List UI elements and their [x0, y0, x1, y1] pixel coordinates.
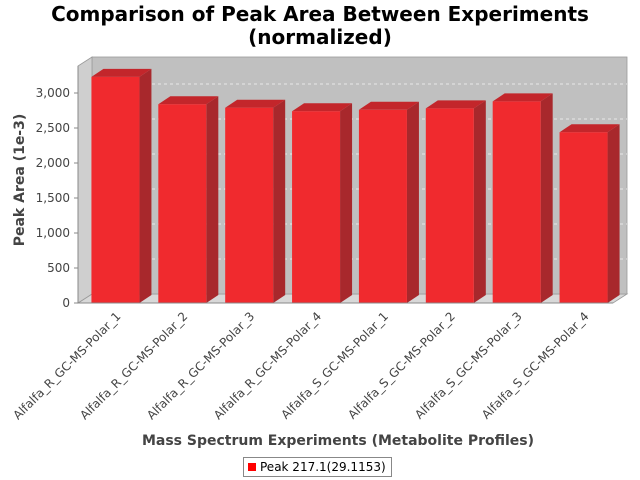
bar-front [91, 76, 140, 304]
x-tick-label: Alfalfa_R_GC-MS-Polar_3 [144, 309, 257, 422]
bar [358, 101, 419, 303]
bar-front [158, 104, 207, 303]
bar [158, 96, 219, 303]
plot-side-wall [77, 56, 93, 304]
x-tick-label: Alfalfa_S_GC-MS-Polar_3 [412, 309, 525, 422]
bar-top [225, 99, 286, 108]
bar-side [607, 124, 620, 303]
bar-front [358, 109, 407, 303]
chart-title-line1: Comparison of Peak Area Between Experime… [51, 2, 589, 26]
bar [225, 99, 286, 303]
x-tick-label: Alfalfa_R_GC-MS-Polar_2 [77, 309, 190, 422]
bar-side [139, 68, 152, 304]
bar [492, 93, 553, 304]
legend-label: Peak 217.1(29.1153) [260, 460, 386, 474]
bar-top [559, 124, 620, 133]
bar-top [358, 101, 419, 110]
bar-front [425, 108, 474, 304]
bar-side [540, 93, 553, 304]
bars [91, 68, 620, 304]
bar-side [340, 103, 353, 303]
bar-front [292, 111, 341, 303]
x-axis-label: Mass Spectrum Experiments (Metabolite Pr… [142, 433, 534, 449]
legend: Peak 217.1(29.1153) [243, 457, 392, 477]
bar-top [425, 100, 486, 109]
legend-swatch [248, 463, 256, 471]
bar-top [292, 103, 353, 112]
chart-title-line2: (normalized) [248, 25, 392, 49]
bar-top [158, 96, 219, 105]
bar-front [559, 132, 608, 303]
bar-side [473, 100, 486, 304]
bar-front [492, 101, 541, 304]
y-tick-label: 1,500 [36, 191, 70, 205]
bar-side [406, 101, 419, 303]
bar [91, 68, 152, 304]
x-tick-label: Alfalfa_R_GC-MS-Polar_1 [10, 309, 123, 422]
x-axis: Alfalfa_R_GC-MS-Polar_1Alfalfa_R_GC-MS-P… [10, 302, 613, 422]
bar [292, 103, 353, 303]
y-tick-label: 0 [62, 296, 70, 310]
y-tick-label: 2,500 [36, 121, 70, 135]
bar-front [225, 107, 274, 303]
x-tick-label: Alfalfa_S_GC-MS-Polar_1 [278, 309, 391, 422]
x-tick-label: Alfalfa_S_GC-MS-Polar_2 [345, 309, 458, 422]
x-tick-label: Alfalfa_R_GC-MS-Polar_4 [211, 309, 324, 422]
y-tick-label: 500 [47, 261, 70, 275]
x-tick-label: Alfalfa_S_GC-MS-Polar_4 [479, 309, 592, 422]
bar-top [492, 93, 553, 102]
y-tick-label: 2,000 [36, 156, 70, 170]
y-tick-label: 3,000 [36, 86, 70, 100]
bar-top [91, 68, 152, 77]
bar [559, 124, 620, 303]
bar-side [273, 99, 286, 303]
bar-side [206, 96, 219, 303]
y-axis-label: Peak Area (1e-3) [12, 114, 28, 247]
bar [425, 100, 486, 304]
y-axis: 0 500 1,000 1,500 2,000 2,500 3,000 [36, 66, 79, 310]
y-tick-label: 1,000 [36, 226, 70, 240]
